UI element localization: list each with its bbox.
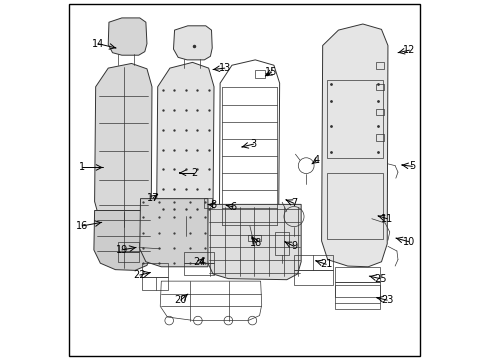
- Bar: [376, 109, 384, 116]
- Text: 5: 5: [408, 161, 415, 171]
- Text: 9: 9: [290, 241, 296, 251]
- Text: 19: 19: [116, 245, 128, 255]
- Text: 18: 18: [249, 238, 262, 248]
- Bar: [142, 277, 168, 291]
- Bar: [204, 198, 212, 208]
- Bar: [376, 62, 384, 69]
- Bar: [376, 84, 384, 90]
- Text: 4: 4: [313, 155, 319, 165]
- Text: 22: 22: [133, 270, 146, 280]
- Bar: [274, 232, 288, 255]
- Text: 3: 3: [250, 139, 256, 149]
- Text: 17: 17: [146, 193, 159, 203]
- Polygon shape: [94, 63, 152, 233]
- Bar: [184, 263, 213, 275]
- Polygon shape: [321, 24, 387, 267]
- Polygon shape: [173, 26, 212, 60]
- Text: 8: 8: [209, 200, 216, 210]
- Bar: [142, 263, 168, 277]
- Bar: [255, 70, 265, 78]
- Bar: [184, 252, 213, 263]
- Polygon shape: [156, 62, 214, 237]
- Text: 23: 23: [380, 295, 393, 305]
- Text: 25: 25: [373, 274, 386, 284]
- Bar: [118, 252, 139, 262]
- Bar: [334, 285, 379, 309]
- Bar: [174, 216, 198, 237]
- Text: 13: 13: [218, 63, 230, 73]
- Text: 16: 16: [76, 221, 88, 231]
- Bar: [118, 242, 139, 252]
- Text: 2: 2: [191, 168, 197, 178]
- Bar: [293, 270, 332, 285]
- Bar: [326, 173, 382, 239]
- Text: 12: 12: [403, 45, 415, 55]
- Polygon shape: [206, 204, 301, 280]
- Text: 14: 14: [92, 39, 104, 49]
- Bar: [376, 134, 384, 140]
- Text: 21: 21: [320, 259, 332, 269]
- Text: 7: 7: [290, 198, 297, 208]
- Text: 1: 1: [79, 162, 85, 172]
- Text: 24: 24: [193, 257, 205, 267]
- Bar: [326, 80, 382, 158]
- Bar: [334, 267, 379, 282]
- Text: 15: 15: [264, 67, 277, 77]
- Bar: [334, 282, 379, 297]
- Text: 11: 11: [380, 214, 392, 224]
- Bar: [293, 255, 332, 270]
- Text: 10: 10: [402, 237, 414, 247]
- Text: 20: 20: [174, 295, 186, 305]
- Polygon shape: [140, 199, 207, 267]
- Bar: [247, 234, 260, 241]
- Polygon shape: [94, 211, 152, 270]
- Polygon shape: [108, 18, 147, 55]
- Text: 6: 6: [229, 202, 236, 212]
